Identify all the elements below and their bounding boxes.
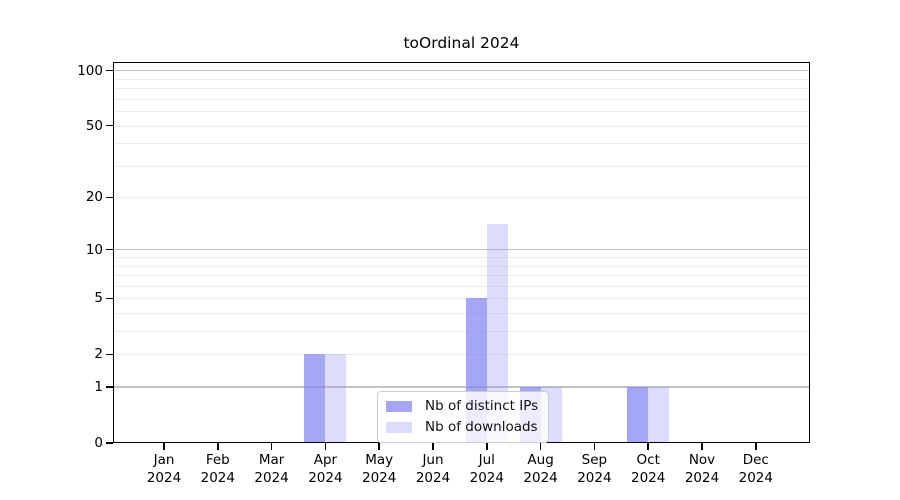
x-tick-month: Dec [742, 452, 769, 468]
x-tick-label-mar: Mar 2024 [229, 452, 315, 488]
x-tick-month: Mar [258, 452, 285, 468]
y-tick-label-10: 10 [85, 241, 103, 258]
gridline-minor-90 [113, 79, 810, 80]
legend-label-distinct-ips: Nb of distinct IPs [425, 398, 539, 414]
legend-entry-distinct-ips: Nb of distinct IPs [386, 398, 538, 414]
x-tick-mark-dec [755, 443, 757, 450]
x-tick-month: Sep [581, 452, 608, 468]
x-tick-mark-may [378, 443, 380, 450]
x-tick-month: Jun [422, 452, 444, 468]
gridline-minor-40 [113, 143, 810, 145]
gridline-minor-30 [113, 165, 810, 167]
x-tick-label-oct: Oct 2024 [605, 452, 691, 488]
x-tick-mark-oct [647, 443, 649, 450]
y-tick-mark-10 [106, 248, 113, 251]
x-tick-year: 2024 [362, 469, 397, 486]
x-tick-month: May [365, 452, 394, 468]
y-tick-mark-1 [106, 386, 113, 388]
bar-oct-distinct-ips [627, 387, 649, 443]
y-tick-label-5: 5 [94, 290, 103, 307]
plot-area [113, 62, 810, 443]
x-tick-mark-nov [701, 443, 703, 450]
x-tick-mark-jun [432, 443, 434, 450]
x-tick-label-jun: Jun 2024 [390, 452, 476, 488]
x-tick-label-jan: Jan 2024 [121, 452, 207, 488]
gridline-minor-60 [113, 111, 810, 113]
y-tick-mark-5 [106, 297, 113, 300]
x-tick-month: Jul [478, 452, 495, 468]
gridline-minor-80 [113, 88, 810, 90]
y-tick-mark-100 [106, 69, 113, 72]
gridline-major-100 [113, 69, 810, 72]
legend-swatch-downloads-icon [386, 421, 412, 433]
bar-apr-downloads [325, 354, 347, 443]
x-tick-label-aug: Aug 2024 [498, 452, 584, 488]
legend-swatch-distinct-ips-icon [386, 400, 412, 412]
x-tick-year: 2024 [308, 469, 343, 486]
x-tick-mark-apr [324, 443, 327, 450]
x-tick-year: 2024 [577, 469, 612, 486]
gridline-minor-2 [113, 354, 810, 356]
x-tick-month: Aug [527, 452, 554, 468]
x-tick-year: 2024 [631, 469, 666, 486]
y-tick-label-50: 50 [85, 117, 103, 134]
gridline-minor-9 [113, 257, 810, 259]
gridline-minor-50 [113, 125, 810, 127]
y-tick-label-1: 1 [94, 379, 103, 396]
y-tick-label-20: 20 [85, 189, 103, 206]
x-tick-mark-jan [163, 443, 165, 450]
y-tick-mark-50 [106, 124, 113, 127]
legend: Nb of distinct IPs Nb of downloads [377, 391, 550, 443]
x-tick-label-dec: Dec 2024 [713, 452, 799, 488]
y-tick-label-2: 2 [94, 346, 103, 363]
gridline-major-10 [113, 248, 810, 251]
x-tick-month: Feb [205, 452, 230, 468]
x-tick-year: 2024 [146, 469, 182, 486]
x-tick-label-nov: Nov 2024 [659, 452, 745, 488]
legend-entry-downloads: Nb of downloads [386, 419, 538, 435]
gridline-minor-8 [113, 265, 810, 267]
x-tick-year: 2024 [738, 469, 773, 486]
x-tick-mark-aug [539, 443, 542, 450]
x-tick-mark-sep [593, 443, 596, 450]
y-tick-mark-0 [106, 442, 113, 444]
x-tick-month: Apr [313, 452, 338, 468]
x-tick-year: 2024 [523, 469, 558, 486]
x-tick-label-jul: Jul 2024 [444, 452, 530, 488]
x-tick-label-feb: Feb 2024 [175, 452, 261, 488]
x-tick-year: 2024 [469, 469, 504, 486]
gridline-major-1 [113, 386, 810, 388]
x-tick-label-sep: Sep 2024 [551, 452, 637, 488]
bar-apr-distinct-ips [304, 354, 326, 443]
x-tick-year: 2024 [415, 469, 451, 486]
x-tick-mark-feb [217, 443, 219, 450]
x-tick-mark-jul [486, 443, 488, 450]
x-tick-year: 2024 [254, 469, 289, 486]
gridline-minor-7 [113, 275, 810, 277]
gridline-minor-4 [113, 313, 810, 315]
chart-title: toOrdinal 2024 [403, 34, 520, 52]
x-tick-month: Oct [636, 452, 660, 468]
y-tick-mark-2 [106, 353, 113, 356]
x-tick-year: 2024 [200, 469, 235, 486]
bar-jul-downloads [486, 224, 508, 443]
gridline-minor-6 [113, 285, 810, 287]
y-tick-mark-20 [106, 196, 113, 199]
x-tick-year: 2024 [684, 469, 720, 486]
y-tick-label-0: 0 [94, 435, 103, 451]
gridline-minor-5 [113, 298, 810, 300]
x-tick-mark-mar [270, 443, 273, 450]
bar-oct-downloads [648, 387, 670, 443]
gridline-minor-20 [113, 197, 810, 199]
x-tick-label-may: May 2024 [336, 452, 422, 488]
y-tick-label-100: 100 [77, 62, 103, 79]
x-tick-month: Nov [688, 452, 716, 468]
x-tick-month: Jan [153, 452, 175, 468]
gridline-minor-3 [113, 331, 810, 333]
legend-label-downloads: Nb of downloads [425, 419, 538, 435]
gridline-minor-70 [113, 99, 810, 101]
x-tick-label-apr: Apr 2024 [282, 452, 368, 488]
